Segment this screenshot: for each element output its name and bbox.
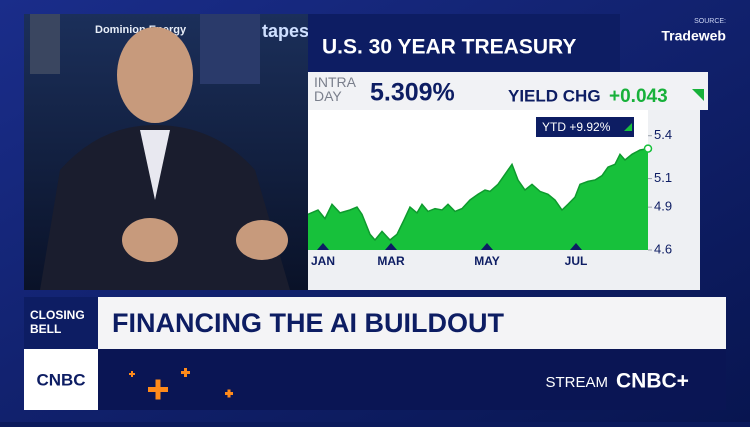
y-axis-strip	[648, 110, 700, 290]
x-tick-label: JUL	[565, 254, 588, 268]
y-tick-label: 5.1	[654, 170, 672, 185]
change-label: YIELD CHG	[508, 86, 601, 105]
y-tick-label: 4.9	[654, 199, 672, 214]
annotation-icon	[624, 123, 632, 131]
annotation-box	[536, 117, 634, 137]
person-hand	[122, 218, 178, 262]
stream-brand: CNBC+	[616, 370, 689, 393]
x-tick-label: MAY	[474, 254, 500, 268]
up-icon	[692, 89, 704, 101]
network-box	[24, 349, 98, 410]
person-hand	[236, 220, 288, 260]
ticker-board	[30, 14, 60, 74]
end-marker	[643, 144, 653, 153]
x-tick	[317, 243, 329, 250]
person-suit	[40, 125, 290, 290]
line	[307, 147, 649, 242]
person-head	[117, 27, 193, 123]
headline-bar	[98, 297, 726, 349]
ticker-board	[200, 14, 260, 84]
stream-label: STREAM	[545, 374, 608, 391]
change-value: +0.043	[609, 86, 668, 107]
sign: tapes	[262, 21, 309, 41]
y-tick-label: 5.4	[654, 127, 672, 142]
x-tick	[481, 243, 493, 250]
plus-icons	[129, 368, 233, 400]
annotation: YTD +9.92%	[542, 120, 611, 134]
person-shirt	[140, 130, 170, 200]
y-tick-label: 4.6	[654, 241, 672, 256]
source-label: SOURCE:	[694, 18, 726, 25]
intraday-label-box: INTRA DAY	[314, 75, 356, 104]
intraday-label: INTRA DAY	[314, 75, 356, 104]
video-feed: Dominion Energy tapes	[24, 14, 309, 290]
show-name-box: CLOSING BELL	[30, 308, 85, 336]
area	[308, 148, 648, 250]
show-name: CLOSING BELL	[30, 308, 85, 336]
show-box	[24, 297, 98, 349]
bottom-bar	[98, 349, 726, 410]
intraday-value: 5.309%	[370, 79, 455, 107]
x-tick	[570, 243, 582, 250]
chart-title: U.S. 30 YEAR TREASURY	[322, 36, 576, 59]
chart-header	[308, 14, 620, 72]
source-name: Tradeweb	[661, 28, 726, 44]
network-logo: CNBC	[36, 370, 85, 389]
x-tick-label: MAR	[377, 254, 405, 268]
headline: FINANCING THE AI BUILDOUT	[112, 308, 504, 338]
quote-row	[308, 72, 708, 110]
x-tick-label: JAN	[311, 254, 335, 268]
x-tick	[385, 243, 397, 250]
x-axis-strip	[308, 250, 648, 290]
